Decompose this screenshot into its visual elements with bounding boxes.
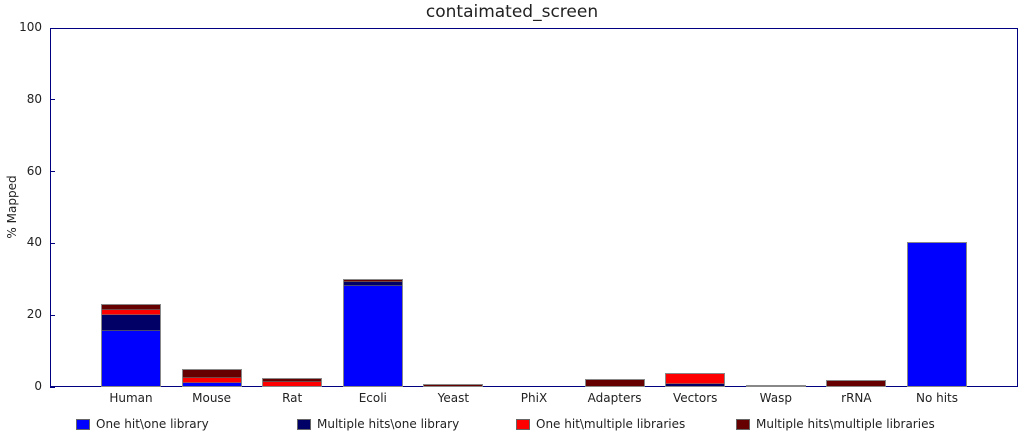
bar-segment bbox=[907, 241, 967, 387]
legend-swatch-icon bbox=[297, 418, 311, 430]
legend-item-one-hit-one-library: One hit\one library bbox=[76, 417, 209, 431]
legend-item-multiple-hits-one-library: Multiple hits\one library bbox=[297, 417, 459, 431]
bar-segment bbox=[584, 378, 645, 387]
x-tick-label: Human bbox=[109, 391, 153, 405]
y-tick-label: 20 bbox=[26, 307, 42, 322]
legend-label: One hit\one library bbox=[96, 417, 209, 431]
legend-swatch-icon bbox=[76, 418, 90, 430]
y-tick-label: 100 bbox=[19, 20, 42, 34]
y-tick-mark bbox=[50, 171, 55, 173]
x-tick-label: Rat bbox=[282, 391, 303, 405]
x-tick-label: Mouse bbox=[192, 391, 232, 405]
legend-item-one-hit-multiple-libraries: One hit\multiple libraries bbox=[516, 417, 685, 431]
y-tick-mark bbox=[50, 314, 55, 316]
bar-segment bbox=[181, 383, 242, 387]
x-tick-label: Wasp bbox=[759, 391, 792, 405]
y-tick-label: 80 bbox=[26, 91, 42, 106]
bar-segment bbox=[342, 281, 403, 287]
bar-segment bbox=[745, 385, 806, 387]
bar-segment bbox=[101, 331, 161, 387]
legend-label: Multiple hits\one library bbox=[317, 417, 460, 431]
y-tick-label: 0 bbox=[34, 379, 42, 393]
bar-segment bbox=[342, 279, 403, 282]
y-tick-mark bbox=[50, 99, 55, 101]
bar-segment bbox=[101, 309, 161, 316]
x-tick-label: Vectors bbox=[672, 391, 718, 405]
bar-segment bbox=[342, 286, 403, 387]
chart-title: contaimated_screen bbox=[425, 2, 599, 22]
y-tick-label: 60 bbox=[26, 163, 42, 178]
y-tick-mark bbox=[50, 386, 55, 388]
bar-segment bbox=[826, 379, 887, 387]
bar-segment bbox=[101, 315, 161, 332]
x-tick-label: Yeast bbox=[437, 391, 470, 405]
bar-segment bbox=[101, 304, 161, 310]
plot-area bbox=[50, 28, 1018, 387]
x-tick-label: rRNA bbox=[841, 391, 872, 405]
bar-segment bbox=[665, 372, 726, 385]
x-tick-label: Ecoli bbox=[358, 391, 387, 405]
legend-swatch-icon bbox=[516, 418, 530, 430]
bar-segment bbox=[181, 369, 242, 379]
bar-segment bbox=[181, 378, 242, 384]
y-tick-label: 40 bbox=[26, 235, 42, 250]
y-tick-mark bbox=[50, 27, 55, 29]
y-tick-mark bbox=[50, 242, 55, 244]
bar-segment bbox=[262, 382, 323, 387]
legend: One hit\one library Multiple hits\one li… bbox=[76, 417, 1016, 433]
legend-item-multiple-hits-multiple-libraries: Multiple hits\multiple libraries bbox=[736, 417, 935, 431]
legend-label: Multiple hits\multiple libraries bbox=[756, 417, 935, 431]
x-tick-label: PhiX bbox=[520, 391, 548, 405]
x-tick-label: No hits bbox=[915, 391, 959, 405]
x-tick-label: Adapters bbox=[587, 391, 642, 405]
bar-segment bbox=[423, 384, 484, 387]
legend-label: One hit\multiple libraries bbox=[536, 417, 686, 431]
bar-segment bbox=[745, 384, 806, 386]
bar-segment bbox=[665, 384, 726, 387]
bar-segment bbox=[262, 378, 323, 383]
legend-swatch-icon bbox=[736, 418, 750, 430]
